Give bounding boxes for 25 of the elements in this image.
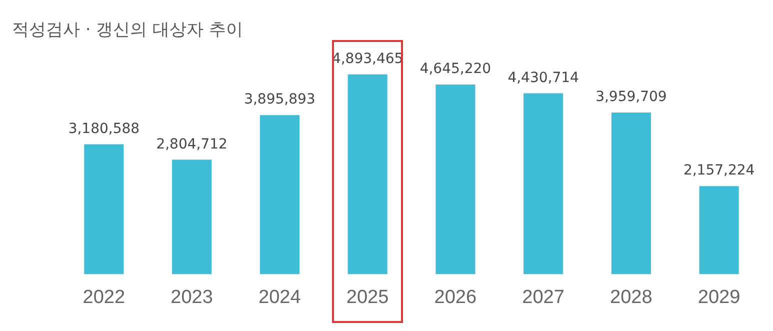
x-tick-label: 2028 (610, 286, 652, 308)
bar (699, 186, 739, 274)
x-tick-label: 2027 (522, 286, 564, 308)
x-tick-label: 2023 (170, 286, 213, 308)
bar (172, 160, 212, 274)
x-tick-label: 2025 (346, 286, 389, 308)
bar (348, 74, 388, 274)
data-label: 2,804,712 (156, 136, 228, 152)
data-label: 3,895,893 (244, 92, 316, 108)
bar (611, 112, 651, 274)
bar (260, 115, 300, 274)
x-tick-label: 2026 (434, 286, 477, 308)
x-tick-label: 2024 (258, 286, 302, 308)
chart-title: 적성검사 · 갱신의 대상자 추이 (12, 19, 244, 41)
data-label: 2,157,224 (683, 162, 755, 179)
x-tick-label: 2029 (698, 286, 740, 308)
data-label: 4,893,465 (332, 50, 404, 67)
bar (84, 144, 124, 274)
bar (436, 84, 476, 274)
x-tick-label: 2022 (82, 286, 126, 308)
data-label: 3,180,588 (68, 120, 140, 137)
data-label: 3,959,709 (596, 89, 667, 106)
data-label: 4,645,220 (420, 61, 492, 78)
data-label: 4,430,714 (508, 70, 580, 86)
bar (524, 93, 564, 274)
